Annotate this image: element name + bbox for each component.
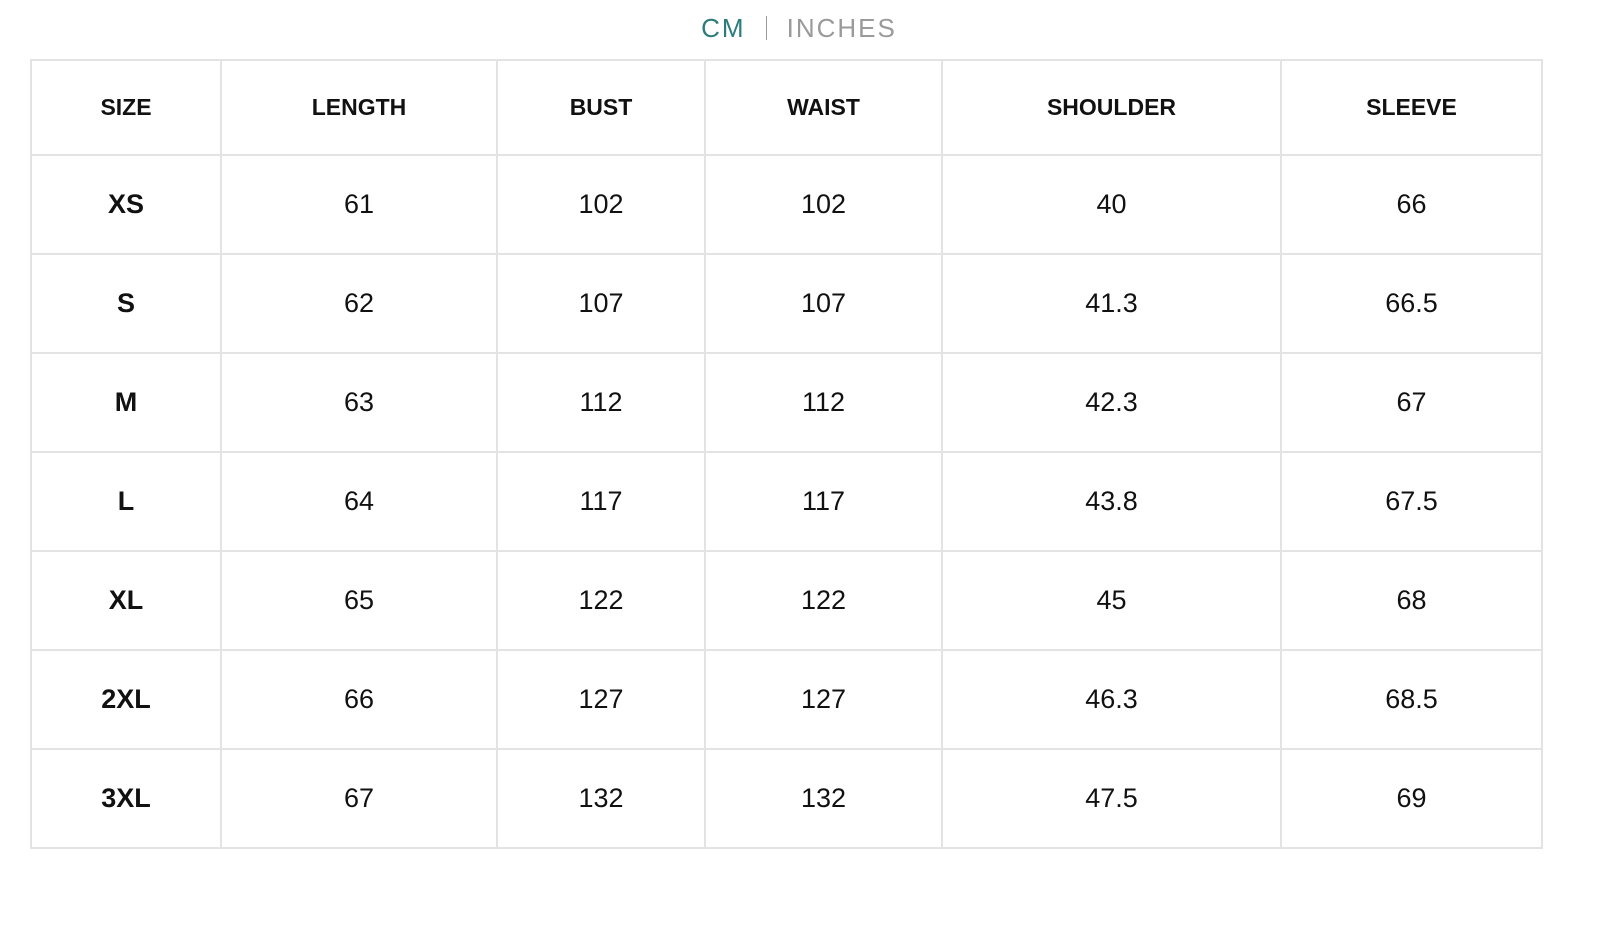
- size-row: XS 61 102 102 40 66: [30, 154, 1543, 255]
- measurement: 66.5: [1280, 253, 1543, 354]
- column-header: WAIST: [704, 59, 943, 156]
- measurement: 46.3: [941, 649, 1282, 750]
- size-row: S 62 107 107 41.3 66.5: [30, 253, 1543, 354]
- measurement: 102: [704, 154, 943, 255]
- size-table: SIZE LENGTH BUST WAIST SHOULDER SLEEVE XS 61 10…: [30, 59, 1543, 849]
- measurement: 122: [704, 550, 943, 651]
- measurement: 122: [496, 550, 706, 651]
- column-header: SIZE: [30, 59, 222, 156]
- measurement: 66: [220, 649, 498, 750]
- size-row: 2XL 66 127 127 46.3 68.5: [30, 649, 1543, 750]
- unit-tab-inches[interactable]: INCHES: [786, 12, 897, 43]
- measurement: 65: [220, 550, 498, 651]
- size-label: M: [30, 352, 222, 453]
- size-row: M 63 112 112 42.3 67: [30, 352, 1543, 453]
- unit-tabs: CM INCHES: [0, 8, 1598, 48]
- measurement: 67: [1280, 352, 1543, 453]
- size-label: L: [30, 451, 222, 552]
- tab-separator: [765, 16, 767, 40]
- measurement: 102: [496, 154, 706, 255]
- measurement: 64: [220, 451, 498, 552]
- table-body: XS 61 102 102 40 66 S 62 107 107 41.3 66.5 M 63 112 112…: [30, 154, 1543, 849]
- measurement: 61: [220, 154, 498, 255]
- unit-tab-cm[interactable]: CM: [701, 12, 746, 43]
- measurement: 67.5: [1280, 451, 1543, 552]
- column-header: BUST: [496, 59, 706, 156]
- measurement: 127: [704, 649, 943, 750]
- measurement: 43.8: [941, 451, 1282, 552]
- measurement: 63: [220, 352, 498, 453]
- size-row: XL 65 122 122 45 68: [30, 550, 1543, 651]
- measurement: 112: [496, 352, 706, 453]
- size-label: S: [30, 253, 222, 354]
- measurement: 117: [704, 451, 943, 552]
- column-header: LENGTH: [220, 59, 498, 156]
- column-header: SHOULDER: [941, 59, 1282, 156]
- measurement: 41.3: [941, 253, 1282, 354]
- measurement: 62: [220, 253, 498, 354]
- measurement: 68: [1280, 550, 1543, 651]
- measurement: 69: [1280, 748, 1543, 849]
- measurement: 45: [941, 550, 1282, 651]
- header-row: SIZE LENGTH BUST WAIST SHOULDER SLEEVE: [30, 59, 1543, 156]
- measurement: 107: [496, 253, 706, 354]
- measurement: 66: [1280, 154, 1543, 255]
- measurement: 117: [496, 451, 706, 552]
- size-label: XL: [30, 550, 222, 651]
- column-header: SLEEVE: [1280, 59, 1543, 156]
- measurement: 47.5: [941, 748, 1282, 849]
- measurement: 67: [220, 748, 498, 849]
- size-row: 3XL 67 132 132 47.5 69: [30, 748, 1543, 849]
- size-label: 3XL: [30, 748, 222, 849]
- measurement: 68.5: [1280, 649, 1543, 750]
- size-label: XS: [30, 154, 222, 255]
- size-row: L 64 117 117 43.8 67.5: [30, 451, 1543, 552]
- size-label: 2XL: [30, 649, 222, 750]
- measurement: 112: [704, 352, 943, 453]
- measurement: 107: [704, 253, 943, 354]
- measurement: 132: [496, 748, 706, 849]
- measurement: 42.3: [941, 352, 1282, 453]
- measurement: 132: [704, 748, 943, 849]
- measurement: 127: [496, 649, 706, 750]
- measurement: 40: [941, 154, 1282, 255]
